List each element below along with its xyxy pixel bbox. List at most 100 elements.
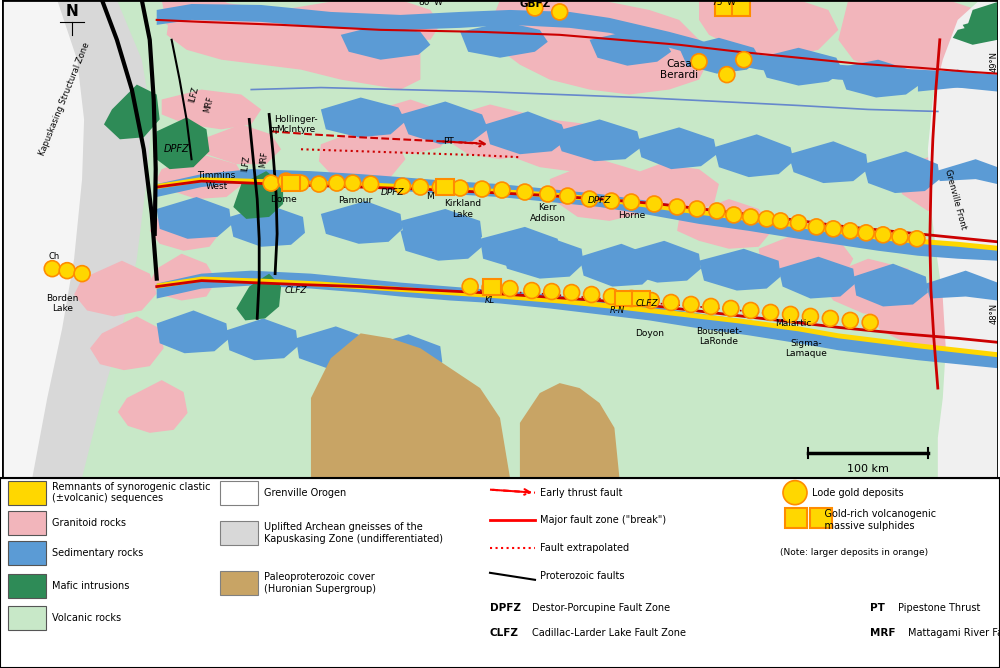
Text: MRF: MRF [203,96,216,114]
Text: Timmins
West: Timmins West [197,172,236,191]
Text: N: N [66,5,79,19]
Circle shape [584,287,600,303]
Polygon shape [226,319,298,360]
Circle shape [560,188,576,204]
Text: Pipestone Thrust: Pipestone Thrust [898,603,980,613]
Text: Volcanic rocks: Volcanic rocks [52,613,121,623]
Polygon shape [400,209,482,250]
Bar [715,0,733,16]
Text: R-N: R-N [610,306,625,315]
Polygon shape [590,30,671,65]
Polygon shape [321,201,402,244]
Text: 75°W: 75°W [711,0,736,7]
Polygon shape [2,0,84,478]
Circle shape [552,4,568,20]
Circle shape [623,291,639,307]
Text: ILFZ: ILFZ [241,154,252,172]
Circle shape [582,191,598,207]
Polygon shape [550,159,654,221]
Text: Grenville Front: Grenville Front [943,168,968,230]
Text: Proterozoic faults: Proterozoic faults [540,571,624,580]
Bar [220,521,258,545]
Text: CLFZ: CLFZ [285,286,307,295]
Polygon shape [2,0,152,478]
Bar [8,481,46,505]
Polygon shape [838,59,920,98]
Text: Remnants of synorogenic clastic
(±volcanic) sequences: Remnants of synorogenic clastic (±volcan… [52,482,210,504]
Polygon shape [928,0,998,478]
Circle shape [736,51,752,67]
Polygon shape [281,0,440,40]
Circle shape [462,279,478,295]
Polygon shape [229,205,305,246]
Bar [220,570,258,595]
Circle shape [743,303,759,319]
Bar [8,510,46,534]
Polygon shape [233,171,283,219]
Circle shape [527,0,543,16]
Polygon shape [201,124,281,164]
Text: Early thrust fault: Early thrust fault [540,488,622,498]
Circle shape [875,227,891,242]
Polygon shape [400,102,488,144]
Polygon shape [369,334,442,376]
Circle shape [278,173,294,189]
Text: Ch: Ch [49,253,60,261]
Circle shape [603,193,619,209]
Circle shape [517,184,533,200]
Polygon shape [157,277,998,357]
Text: Lode gold deposits: Lode gold deposits [812,488,904,498]
Circle shape [842,223,858,238]
Polygon shape [157,154,246,199]
Polygon shape [637,128,717,169]
Polygon shape [296,327,371,368]
Text: Hollinger-
McIntyre: Hollinger- McIntyre [274,115,318,134]
Circle shape [643,293,659,309]
Polygon shape [918,69,998,92]
Text: Kirkland
Lake: Kirkland Lake [444,199,481,218]
Polygon shape [118,380,188,433]
Polygon shape [2,0,998,478]
Circle shape [689,201,705,217]
Circle shape [862,315,878,331]
Polygon shape [898,149,996,214]
Text: Mattagami River Fault: Mattagami River Fault [908,628,1000,638]
Text: PT: PT [870,603,885,613]
Text: Cadillac-Larder Lake Fault Zone: Cadillac-Larder Lake Fault Zone [532,628,686,638]
Text: KL: KL [485,296,495,305]
Text: Destor-Porcupine Fault Zone: Destor-Porcupine Fault Zone [532,603,670,613]
Polygon shape [868,289,978,350]
Circle shape [825,221,841,237]
Circle shape [663,295,679,311]
Text: 49°N: 49°N [990,51,999,72]
Text: Kerr
Addison: Kerr Addison [530,203,566,222]
Circle shape [603,289,619,305]
Circle shape [524,283,540,299]
Circle shape [842,313,858,329]
Text: Casa
Berardi: Casa Berardi [660,59,698,80]
Polygon shape [157,197,231,238]
Circle shape [892,229,908,244]
Circle shape [709,203,725,219]
Bar [632,291,650,307]
Polygon shape [460,22,548,57]
Text: Bousquet-
LaRonde: Bousquet- LaRonde [696,327,742,346]
Polygon shape [502,237,584,279]
Polygon shape [154,118,209,169]
Circle shape [783,307,799,323]
Polygon shape [789,142,868,183]
Polygon shape [619,240,701,283]
Text: Borden
Lake: Borden Lake [46,294,78,313]
Polygon shape [953,20,998,45]
Circle shape [703,299,719,315]
Circle shape [858,225,874,240]
Polygon shape [319,130,405,181]
Circle shape [719,67,735,83]
Text: Doyon: Doyon [635,329,664,338]
Polygon shape [677,199,774,248]
Polygon shape [580,244,656,287]
Circle shape [669,199,685,215]
Text: M: M [426,192,434,200]
Circle shape [452,180,468,196]
Text: Malartic: Malartic [775,319,812,328]
